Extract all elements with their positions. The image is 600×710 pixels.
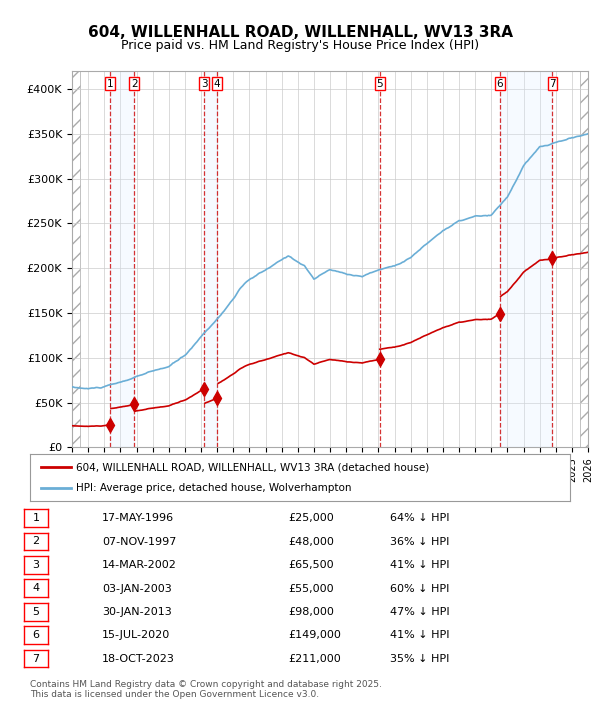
Text: 15-JUL-2020: 15-JUL-2020 [102, 630, 170, 640]
Text: 4: 4 [214, 79, 221, 89]
Text: 6: 6 [497, 79, 503, 89]
Text: 5: 5 [32, 606, 40, 617]
Text: 41% ↓ HPI: 41% ↓ HPI [390, 560, 449, 570]
Text: 1: 1 [107, 79, 113, 89]
Text: £48,000: £48,000 [288, 537, 334, 547]
Text: 7: 7 [549, 79, 556, 89]
Text: 7: 7 [32, 653, 40, 664]
Text: 6: 6 [32, 630, 40, 640]
Text: £211,000: £211,000 [288, 654, 341, 664]
Text: 64% ↓ HPI: 64% ↓ HPI [390, 513, 449, 523]
Text: £65,500: £65,500 [288, 560, 334, 570]
Text: £55,000: £55,000 [288, 584, 334, 594]
Text: 30-JAN-2013: 30-JAN-2013 [102, 607, 172, 617]
Text: 5: 5 [376, 79, 383, 89]
Text: 17-MAY-1996: 17-MAY-1996 [102, 513, 174, 523]
Text: Price paid vs. HM Land Registry's House Price Index (HPI): Price paid vs. HM Land Registry's House … [121, 39, 479, 52]
Bar [500, 71, 553, 447]
Text: 3: 3 [32, 559, 40, 570]
Text: 14-MAR-2002: 14-MAR-2002 [102, 560, 177, 570]
Text: 4: 4 [32, 583, 40, 594]
Text: 604, WILLENHALL ROAD, WILLENHALL, WV13 3RA: 604, WILLENHALL ROAD, WILLENHALL, WV13 3… [88, 25, 512, 40]
Text: 18-OCT-2023: 18-OCT-2023 [102, 654, 175, 664]
Bar [204, 71, 217, 447]
Text: £149,000: £149,000 [288, 630, 341, 640]
Text: 41% ↓ HPI: 41% ↓ HPI [390, 630, 449, 640]
Text: 2: 2 [32, 536, 40, 547]
Text: 07-NOV-1997: 07-NOV-1997 [102, 537, 176, 547]
Text: Contains HM Land Registry data © Crown copyright and database right 2025.
This d: Contains HM Land Registry data © Crown c… [30, 680, 382, 699]
Text: 604, WILLENHALL ROAD, WILLENHALL, WV13 3RA (detached house): 604, WILLENHALL ROAD, WILLENHALL, WV13 3… [76, 462, 429, 472]
Text: 1: 1 [32, 513, 40, 523]
Text: HPI: Average price, detached house, Wolverhampton: HPI: Average price, detached house, Wolv… [76, 483, 352, 493]
Text: 2: 2 [131, 79, 137, 89]
Text: 3: 3 [201, 79, 208, 89]
Text: 60% ↓ HPI: 60% ↓ HPI [390, 584, 449, 594]
Text: 47% ↓ HPI: 47% ↓ HPI [390, 607, 449, 617]
Bar [110, 71, 134, 447]
Text: £25,000: £25,000 [288, 513, 334, 523]
Text: £98,000: £98,000 [288, 607, 334, 617]
Text: 36% ↓ HPI: 36% ↓ HPI [390, 537, 449, 547]
Text: 35% ↓ HPI: 35% ↓ HPI [390, 654, 449, 664]
Text: 03-JAN-2003: 03-JAN-2003 [102, 584, 172, 594]
